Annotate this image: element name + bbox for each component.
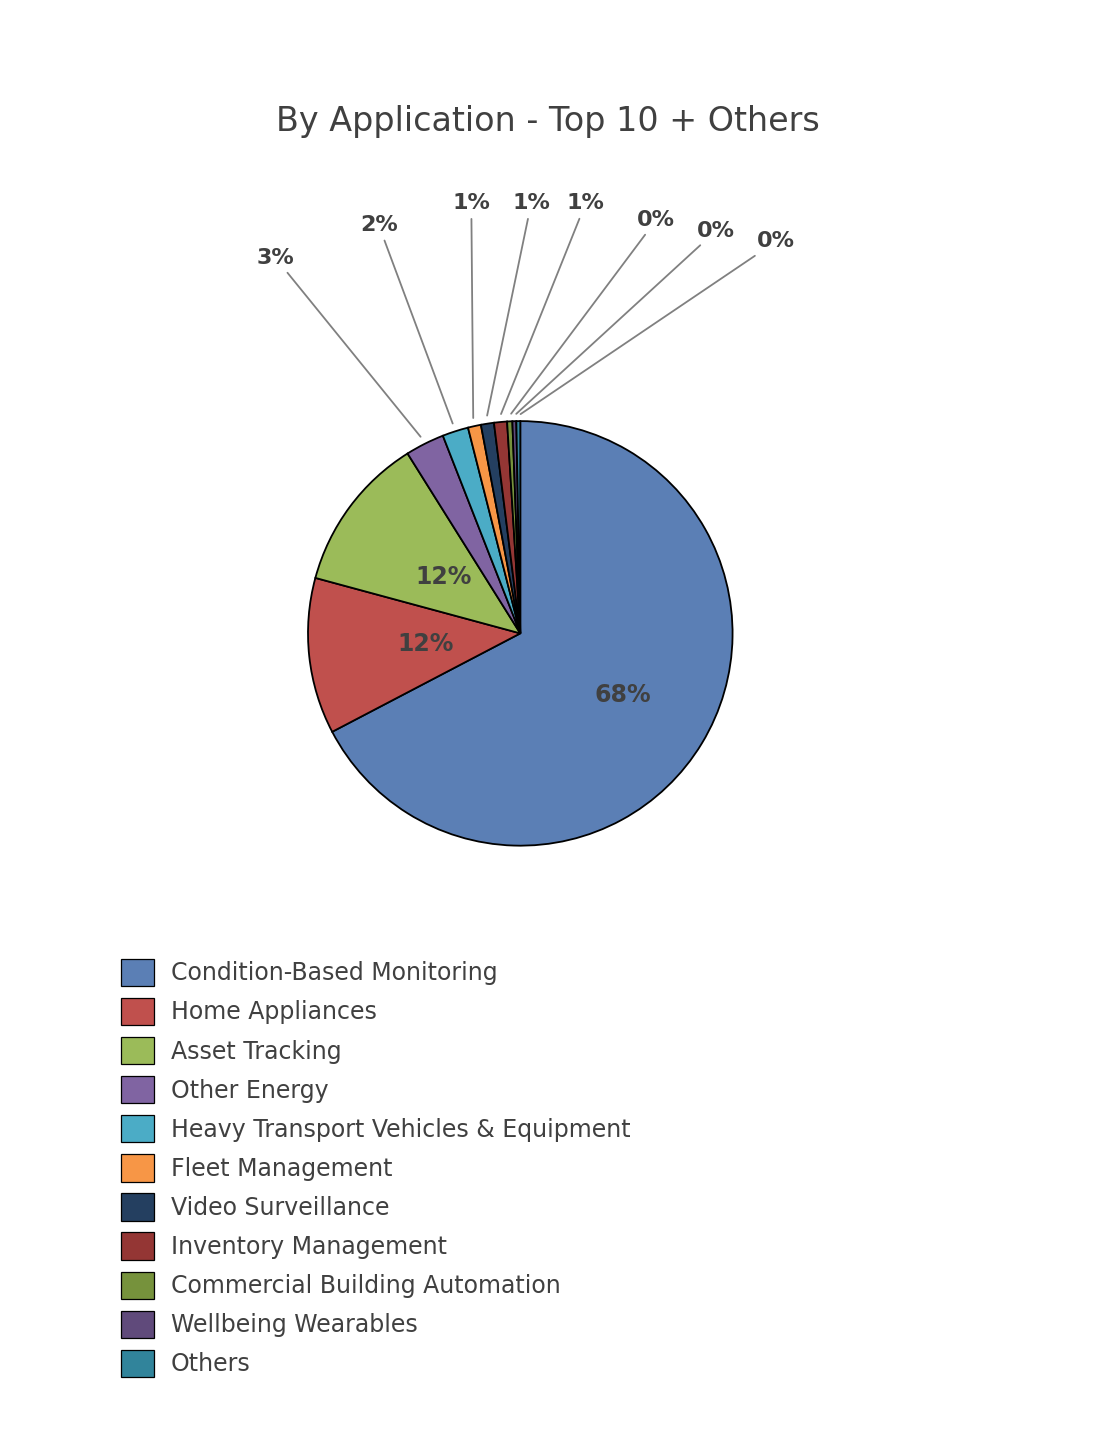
Text: 68%: 68%	[595, 683, 652, 707]
Text: 1%: 1%	[502, 194, 604, 415]
Text: 2%: 2%	[360, 215, 452, 423]
Legend: Condition-Based Monitoring, Home Appliances, Asset Tracking, Other Energy, Heavy: Condition-Based Monitoring, Home Applian…	[122, 959, 631, 1378]
Wedge shape	[494, 422, 520, 633]
Wedge shape	[308, 578, 520, 732]
Text: 12%: 12%	[416, 565, 472, 588]
Text: 3%: 3%	[256, 248, 420, 436]
Text: 0%: 0%	[520, 231, 795, 415]
Wedge shape	[332, 420, 733, 845]
Wedge shape	[507, 422, 520, 633]
Wedge shape	[442, 428, 520, 633]
Text: 12%: 12%	[397, 631, 453, 656]
Wedge shape	[315, 453, 520, 633]
Text: 1%: 1%	[452, 194, 491, 418]
Text: 1%: 1%	[487, 194, 550, 416]
Text: 0%: 0%	[516, 221, 735, 413]
Text: 0%: 0%	[511, 210, 676, 413]
Wedge shape	[481, 423, 520, 633]
Wedge shape	[512, 420, 520, 633]
Wedge shape	[407, 436, 520, 633]
Wedge shape	[468, 425, 520, 633]
Wedge shape	[517, 420, 520, 633]
Text: By Application - Top 10 + Others: By Application - Top 10 + Others	[276, 106, 819, 138]
